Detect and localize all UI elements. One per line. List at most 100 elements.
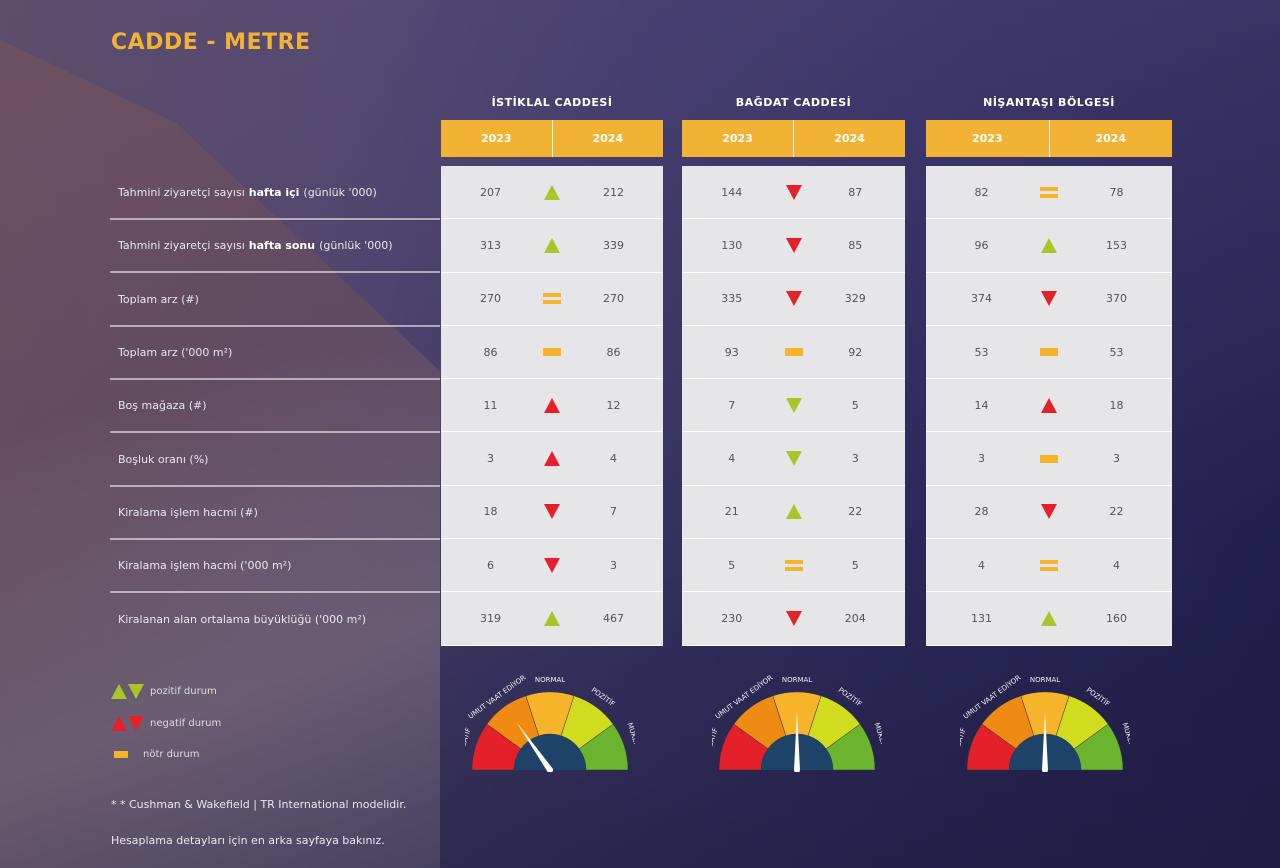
legend-neutral: nötr durum (111, 749, 200, 760)
trend (1037, 291, 1061, 307)
triangle-down-icon (128, 716, 144, 731)
value-2024: 7 (610, 505, 617, 519)
value-2024: 153 (1106, 238, 1127, 252)
triangle-up-icon (785, 504, 802, 520)
value-2024: 22 (848, 505, 863, 519)
label-unit: (günlük '000) (319, 239, 393, 253)
table-row: 93 92 (682, 326, 905, 380)
value-2023: 86 (483, 345, 498, 359)
triangle-down-icon (1041, 504, 1057, 520)
gauge-label: POZİTİF (590, 685, 617, 708)
region-panel: 144 87 130 85 335 329 93 92 7 5 4 3 21 22 5 5 230 204 (682, 166, 905, 646)
label-text: Kiralanan alan ortalama büyüklüğü ('000 … (118, 612, 367, 626)
trend (1037, 186, 1061, 198)
neutral-icon (114, 751, 128, 758)
triangle-up-icon (544, 611, 560, 627)
row-label: Tahmini ziyaretçi sayısı hafta sonu (günlü… (118, 219, 393, 272)
value-2023: 319 (480, 612, 501, 626)
label-text: Toplam arz (#) (118, 292, 199, 306)
triangle-up-icon (111, 684, 127, 699)
label-text: Tahmini ziyaretçi sayısı (118, 239, 245, 253)
region-title: BAĞDAT CADDESİ (735, 96, 852, 109)
legend-negative: negatif durum (111, 716, 221, 731)
table-row: 131 160 (926, 592, 1172, 646)
row-divider (110, 218, 440, 220)
year-2023: 2023 (682, 120, 794, 157)
value-2024: 370 (1106, 292, 1127, 306)
value-2024: 86 (606, 345, 621, 359)
gauge-segment (1073, 723, 1124, 771)
equal-icon (1040, 186, 1058, 198)
trend (540, 557, 564, 573)
triangle-down-icon (128, 684, 144, 699)
triangle-down-icon (785, 611, 802, 627)
table-row: 207 212 (441, 166, 663, 220)
value-2023: 14 (974, 398, 989, 412)
row-label: Boşluk oranı (%) (118, 433, 208, 486)
triangle-up-icon (1041, 237, 1057, 253)
table-row: 335 329 (682, 273, 905, 326)
value-2024: 4 (610, 452, 617, 466)
value-2023: 6 (487, 558, 494, 572)
row-label: Kiralanan alan ortalama büyüklüğü ('000 … (118, 592, 366, 645)
value-2024: 339 (603, 238, 624, 252)
value-2024: 12 (606, 398, 621, 412)
value-2023: 130 (721, 238, 743, 252)
table-row: 96 153 (926, 219, 1172, 273)
value-2023: 335 (721, 292, 743, 306)
equal-icon (784, 559, 803, 571)
value-2023: 82 (974, 185, 989, 199)
value-2023: 21 (724, 505, 739, 519)
table-row: 374 370 (926, 273, 1172, 326)
trend (782, 184, 806, 200)
year-header: 2023 2024 (926, 120, 1172, 157)
table-row: 270 270 (441, 273, 663, 326)
value-2024: 5 (851, 398, 859, 412)
legend-label: negatif durum (150, 718, 222, 729)
label-text: Kiralama işlem hacmi ('000 m²) (118, 559, 292, 573)
trend (782, 611, 806, 627)
row-divider (110, 591, 440, 594)
value-2024: 3 (851, 452, 859, 466)
value-2023: 207 (480, 185, 501, 199)
trend (782, 559, 806, 571)
row-label: Toplam arz (#) (118, 273, 199, 326)
row-label: Boş mağaza (#) (118, 379, 207, 432)
value-2023: 4 (978, 558, 985, 572)
trend (1037, 454, 1061, 463)
gauge-label: NEGATİF (960, 727, 968, 758)
table-row: 144 87 (682, 166, 905, 220)
row-label: Kiralama işlem hacmi (#) (118, 486, 258, 539)
gauge-segment (825, 723, 876, 771)
page-title: CADDE - METRE (111, 30, 311, 55)
neutral-icon (1040, 348, 1058, 357)
triangle-up-icon (544, 237, 560, 253)
region-panel: 82 78 96 153 374 370 53 53 14 18 3 3 28 22 4 4 131 160 (926, 166, 1172, 646)
value-2023: 96 (974, 238, 989, 252)
triangle-up-icon (111, 716, 127, 731)
value-2024: 3 (1113, 452, 1120, 466)
legend-positive: pozitif durum (111, 684, 217, 699)
row-label: Tahmini ziyaretçi sayısı hafta içi (günlük… (118, 166, 377, 219)
value-2023: 18 (483, 505, 498, 519)
gauge-label: NORMAL (535, 676, 565, 684)
value-2024: 329 (844, 292, 866, 306)
year-header: 2023 2024 (682, 120, 905, 157)
trend (782, 237, 806, 253)
region-title: NİŞANTAŞI BÖLGESİ (983, 96, 1115, 109)
value-2023: 11 (483, 398, 498, 412)
triangle-down-icon (785, 237, 802, 253)
table-row: 230 204 (682, 592, 905, 646)
trend (782, 397, 806, 413)
value-2023: 28 (974, 505, 989, 519)
value-2024: 467 (603, 612, 624, 626)
label-bold: hafta sonu (248, 239, 316, 253)
value-2023: 4 (728, 452, 736, 466)
value-2023: 5 (728, 558, 736, 572)
value-2023: 3 (487, 452, 494, 466)
